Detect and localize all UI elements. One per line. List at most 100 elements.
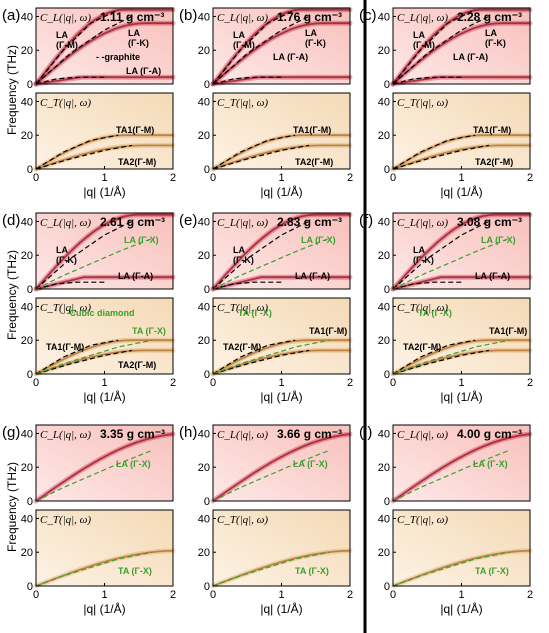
ct-function-label: C_T(|q|, ω)	[217, 302, 268, 314]
reference-curve	[392, 134, 476, 170]
x-tick-label: 1	[278, 172, 284, 184]
reference-curve	[212, 9, 296, 85]
panel-label: (g)	[2, 424, 20, 441]
x-tick-label: 2	[170, 172, 176, 184]
ct-function-label: C_T(|q|, ω)	[217, 97, 268, 109]
y-tick-label: 40	[198, 428, 210, 440]
reference-curve	[392, 76, 462, 85]
annotation: TA (Γ-X)	[475, 566, 509, 576]
subplot-ct-5: 0 20 40 0 1 2 |q| (1/Å) C_T(|q|, ω)TA (Γ-X) TA1(…	[378, 297, 533, 404]
y-tick-label: 0	[384, 496, 390, 508]
y-tick-label: 40	[198, 216, 210, 228]
annotation: LA (Γ-X)	[124, 235, 159, 245]
x-tick-label: 2	[347, 172, 353, 184]
reference-curve	[35, 76, 105, 85]
annotation: TA1(Γ-M)	[46, 342, 84, 352]
y-tick-label: 20	[21, 45, 33, 57]
y-tick-label: 40	[21, 513, 33, 525]
x-tick-label: 2	[527, 377, 533, 389]
reference-curve	[392, 9, 476, 85]
band-core	[212, 76, 350, 85]
y-tick-label: 20	[378, 45, 390, 57]
band-core	[212, 144, 350, 170]
x-tick-label: 1	[101, 377, 107, 389]
y-tick-label: 20	[21, 462, 33, 474]
annotation: LA (Γ-A)	[273, 52, 308, 62]
annotation: LA	[56, 245, 68, 255]
annotation: - -Cubic diamond	[61, 308, 135, 318]
y-tick-label: 20	[378, 130, 390, 142]
y-tick-label: 40	[198, 11, 210, 23]
annotation: LA (Γ-A)	[453, 52, 488, 62]
x-axis-label: |q| (1/Å)	[260, 389, 302, 404]
y-tick-label: 20	[198, 45, 210, 57]
y-tick-label: 20	[21, 130, 33, 142]
subplot-ct-2: 0 20 40 0 1 2 |q| (1/Å) C_T(|q|, ω) TA1(Γ-M) TA2(…	[378, 92, 533, 199]
subplot-frame	[212, 424, 351, 502]
reference-curve	[212, 237, 330, 290]
annotation: LA (Γ-A)	[475, 271, 510, 281]
x-tick-label: 2	[170, 589, 176, 601]
band-core	[35, 276, 173, 290]
annotation: TA (Γ-X)	[132, 326, 166, 336]
band-core	[35, 339, 173, 375]
subplot-ct-7: 0 20 40 0 1 2 |q| (1/Å) C_T(|q|, ω) TA (Γ-X)	[198, 509, 353, 616]
annotation: (Γ-K)	[128, 38, 149, 48]
y-tick-label: 20	[21, 250, 33, 262]
annotation: (Γ-K)	[413, 255, 434, 265]
density-label: 3.35 g cm⁻³	[100, 427, 165, 441]
band-core	[35, 8, 173, 85]
panel-label: (a)	[2, 7, 20, 24]
y-tick-label: 0	[27, 496, 33, 508]
reference-curve	[212, 220, 310, 290]
annotation: TA2(Γ-M)	[223, 342, 261, 352]
cl-function-label: C_L(|q|, ω)	[397, 429, 448, 441]
subplot-frame	[35, 212, 174, 290]
panel-label: (f)	[359, 212, 373, 229]
x-tick-label: 0	[210, 589, 216, 601]
reference-curve	[35, 134, 119, 170]
cl-function-label: C_L(|q|, ω)	[397, 217, 448, 229]
y-tick-label: 40	[378, 513, 390, 525]
annotation: LA (Γ-X)	[473, 459, 508, 469]
x-tick-label: 2	[527, 589, 533, 601]
x-axis-label: |q| (1/Å)	[440, 184, 482, 199]
subplot-frame	[212, 212, 351, 290]
subplot-ct-8: 0 20 40 0 1 2 |q| (1/Å) C_T(|q|, ω) TA (Γ-X)	[378, 509, 533, 616]
annotation: LA (Γ-A)	[118, 271, 153, 281]
subplot-frame	[35, 7, 174, 85]
y-tick-label: 0	[27, 369, 33, 381]
annotation: LA (Γ-X)	[116, 459, 151, 469]
annotation: LA	[305, 28, 317, 38]
y-tick-label: 0	[204, 369, 210, 381]
reference-curve	[392, 15, 490, 85]
x-tick-label: 1	[458, 589, 464, 601]
band-core	[392, 144, 530, 170]
annotation: LA (Γ-X)	[301, 235, 336, 245]
reference-curve	[212, 349, 310, 375]
subplot-background	[36, 510, 173, 586]
subplot-ct-4: 0 20 40 0 1 2 |q| (1/Å) C_T(|q|, ω)TA (Γ-X) TA1(…	[198, 297, 353, 404]
subplot-background	[213, 510, 350, 586]
density-label: 2.28 g cm⁻³	[457, 10, 522, 24]
x-tick-label: 0	[390, 589, 396, 601]
density-label: 3.08 g cm⁻³	[457, 215, 522, 229]
y-axis-label: Frequency (THz)	[5, 250, 19, 340]
reference-curve	[35, 144, 133, 170]
subplot-cl-3: 0 20 40 C_L(|q|, ω) LA(Γ-K) LA (Γ-X) LA (Γ-A)	[21, 212, 176, 296]
band-core	[392, 339, 530, 375]
reference-curve	[392, 220, 490, 290]
density-label: 2.61 g cm⁻³	[100, 215, 165, 229]
x-axis-label: |q| (1/Å)	[83, 184, 125, 199]
ct-function-label: C_T(|q|, ω)	[397, 97, 448, 109]
band-core	[392, 76, 530, 85]
y-tick-label: 0	[204, 164, 210, 176]
x-tick-label: 1	[278, 589, 284, 601]
x-tick-label: 0	[33, 377, 39, 389]
x-tick-label: 1	[458, 377, 464, 389]
y-tick-label: 40	[378, 428, 390, 440]
panel-label: (e)	[179, 212, 197, 229]
annotation: (Γ-K)	[56, 255, 77, 265]
